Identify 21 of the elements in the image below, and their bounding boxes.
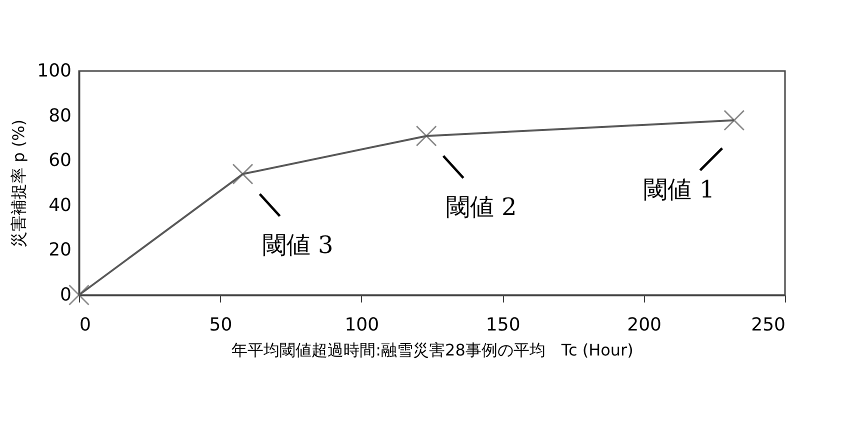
- point: [416, 125, 437, 146]
- x-tick-label: 150: [486, 314, 520, 336]
- x-tick-label: 100: [344, 314, 380, 336]
- y-tick-label: 0: [60, 284, 72, 306]
- annotation: 閾値 2: [446, 192, 517, 221]
- x-tick-label: 0: [80, 314, 91, 336]
- y-tick-label: 20: [48, 240, 72, 261]
- point: [68, 284, 90, 306]
- point: [232, 164, 254, 185]
- x-axis-title: 年平均閾値超過時間:融雪災害28事例の平均 Tc (Hour): [232, 340, 634, 360]
- annotation: 閾値 3: [262, 231, 334, 260]
- x-tick-label: 50: [209, 314, 232, 336]
- y-tick-label: 80: [48, 105, 72, 126]
- y-axis-title: 災害補捉率 p (%): [9, 119, 28, 248]
- y-tick-label: 40: [48, 194, 72, 216]
- y-tick-label: 100: [37, 60, 72, 82]
- point: [724, 110, 745, 131]
- y-tick-label: 60: [48, 150, 72, 172]
- x-tick-label: 250: [751, 314, 786, 336]
- annotation: 閾値 1: [644, 175, 715, 204]
- x-tick-label: 200: [627, 314, 662, 336]
